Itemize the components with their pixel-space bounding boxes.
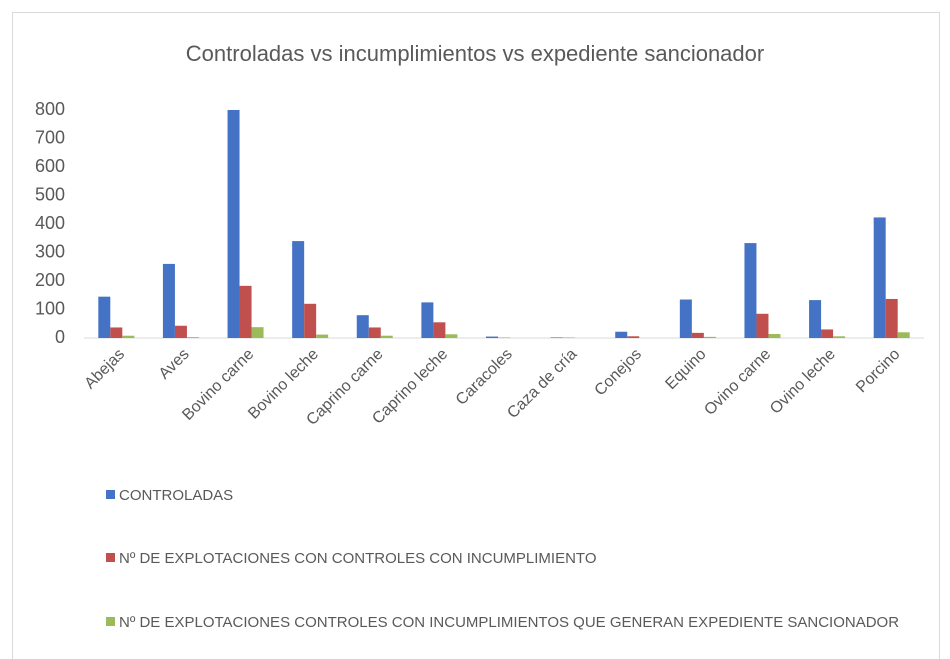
bar (821, 329, 834, 338)
legend-label: Nº DE EXPLOTACIONES CON CONTROLES CON IN… (119, 550, 597, 567)
bar (251, 327, 264, 338)
bar (679, 299, 692, 338)
y-tick-label: 0 (55, 327, 65, 347)
y-tick-label: 500 (35, 184, 65, 204)
bar (809, 300, 822, 338)
bar (885, 298, 898, 338)
y-tick-label: 600 (35, 156, 65, 176)
bar (691, 332, 704, 338)
bar (162, 263, 175, 338)
bar (550, 337, 563, 338)
bar (356, 315, 369, 338)
bar (368, 327, 381, 338)
bar (421, 302, 434, 338)
bar (316, 334, 329, 338)
bar (833, 336, 846, 338)
bar (292, 241, 305, 338)
bar (897, 332, 910, 338)
legend-label: Nº DE EXPLOTACIONES CONTROLES CON INCUMP… (119, 614, 900, 631)
legend-item: CONTROLADAS (106, 484, 906, 507)
bar (174, 325, 187, 338)
bar (615, 331, 628, 338)
legend-swatch (106, 553, 115, 562)
bar (98, 296, 111, 338)
chart-title: Controladas vs incumplimientos vs expedi… (186, 41, 764, 66)
bar (703, 336, 716, 338)
bar (122, 335, 135, 338)
bar (445, 334, 458, 338)
legend-item: Nº DE EXPLOTACIONES CONTROLES CON INCUMP… (106, 611, 906, 634)
y-tick-label: 100 (35, 298, 65, 318)
y-tick-label: 800 (35, 99, 65, 119)
bar (380, 335, 393, 338)
bar (304, 303, 317, 338)
bar (768, 334, 781, 338)
y-tick-label: 700 (35, 127, 65, 147)
bar (239, 285, 252, 338)
bar (227, 110, 240, 338)
bar (433, 322, 446, 338)
bar (756, 313, 769, 338)
y-tick-label: 200 (35, 270, 65, 290)
legend-swatch (106, 617, 115, 626)
bar (110, 327, 123, 338)
legend-item: Nº DE EXPLOTACIONES CON CONTROLES CON IN… (106, 547, 906, 570)
bar (186, 337, 199, 338)
bar (744, 243, 757, 338)
bar (627, 336, 640, 338)
legend-swatch (106, 490, 115, 499)
bar (486, 336, 498, 338)
y-tick-label: 400 (35, 213, 65, 233)
bar (873, 217, 886, 338)
y-tick-label: 300 (35, 241, 65, 261)
legend-label: CONTROLADAS (119, 487, 234, 504)
